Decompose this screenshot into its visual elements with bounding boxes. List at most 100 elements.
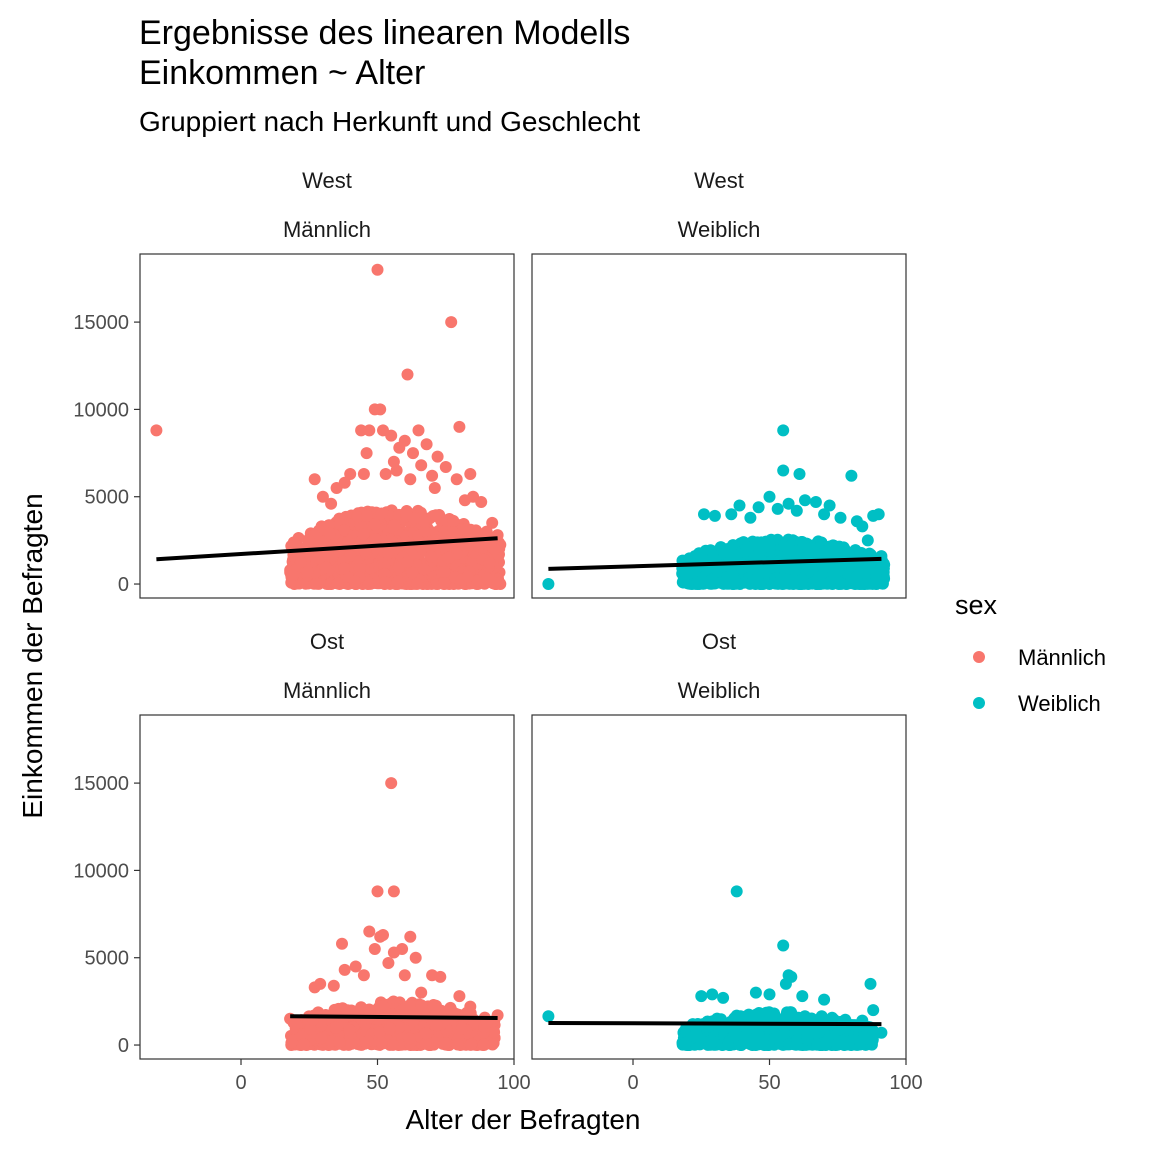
data-point xyxy=(393,441,406,454)
data-point xyxy=(357,528,370,541)
data-point xyxy=(450,473,463,486)
data-point xyxy=(488,1026,501,1039)
data-point xyxy=(744,511,757,524)
data-point xyxy=(426,469,439,482)
data-point xyxy=(420,438,433,451)
data-point xyxy=(419,525,431,538)
panel-border xyxy=(139,714,515,1060)
data-point xyxy=(445,316,458,329)
data-point xyxy=(406,566,419,579)
legend-title: sex xyxy=(955,590,998,620)
data-point xyxy=(800,1025,813,1037)
data-point xyxy=(375,507,388,520)
data-point xyxy=(438,565,451,578)
data-point xyxy=(779,977,792,990)
data-point xyxy=(679,1036,692,1049)
data-point xyxy=(398,969,411,982)
data-point xyxy=(301,565,314,578)
data-point xyxy=(415,459,428,472)
data-point xyxy=(415,986,428,999)
strip-label-sex: Weiblich xyxy=(678,217,761,242)
data-point xyxy=(363,424,376,437)
data-point xyxy=(464,1000,477,1013)
y-tick-label: 0 xyxy=(118,1035,129,1057)
data-point xyxy=(749,986,762,999)
data-point xyxy=(722,1037,734,1050)
data-point xyxy=(725,508,738,521)
data-point xyxy=(338,524,351,537)
data-point xyxy=(447,514,460,527)
data-point xyxy=(726,566,739,579)
data-point xyxy=(443,551,455,564)
data-point xyxy=(387,946,400,959)
chart-title-line1: Ergebnisse des linearen Modells xyxy=(139,14,630,52)
data-point xyxy=(730,885,743,898)
data-point xyxy=(314,977,327,990)
data-point xyxy=(289,1018,302,1031)
data-point xyxy=(845,469,858,482)
data-point xyxy=(542,578,555,590)
y-tick-label: 5000 xyxy=(85,948,130,970)
data-point xyxy=(462,570,474,583)
data-point xyxy=(404,930,417,943)
data-point xyxy=(391,575,404,588)
data-point xyxy=(424,550,437,563)
data-point xyxy=(726,578,739,590)
data-point xyxy=(872,508,885,521)
data-point xyxy=(385,777,398,790)
data-point xyxy=(338,963,351,976)
data-point xyxy=(344,468,357,480)
data-point xyxy=(401,368,414,381)
data-point xyxy=(336,937,348,950)
data-point xyxy=(371,263,384,276)
data-point xyxy=(382,547,395,560)
data-point xyxy=(833,540,846,553)
data-point xyxy=(418,563,430,576)
data-point xyxy=(867,1004,880,1017)
data-point xyxy=(369,533,382,545)
data-point xyxy=(363,1003,376,1016)
data-point xyxy=(796,573,809,586)
data-point xyxy=(368,518,381,531)
data-point xyxy=(325,497,338,510)
data-point xyxy=(773,1030,786,1043)
data-point xyxy=(850,571,863,583)
data-point xyxy=(791,1034,803,1047)
data-point xyxy=(789,564,802,577)
x-tick-label: 50 xyxy=(758,1072,780,1094)
data-point xyxy=(793,468,806,480)
data-points xyxy=(150,263,507,590)
data-point xyxy=(483,557,496,570)
data-point xyxy=(392,561,405,574)
data-point xyxy=(429,509,442,522)
data-point xyxy=(875,1026,888,1039)
data-point xyxy=(826,1011,839,1024)
data-point xyxy=(374,403,387,416)
data-point xyxy=(834,511,847,524)
data-point xyxy=(439,1037,452,1050)
data-point xyxy=(357,468,370,480)
data-point xyxy=(338,562,351,575)
y-tick-label: 15000 xyxy=(73,312,129,334)
data-point xyxy=(819,560,832,573)
strip-label-region: Ost xyxy=(310,629,344,654)
data-point xyxy=(338,476,351,489)
data-point xyxy=(878,558,891,571)
y-tick-label: 15000 xyxy=(73,773,129,795)
data-point xyxy=(843,1035,856,1048)
x-tick-label: 100 xyxy=(889,1072,922,1094)
data-point xyxy=(819,1039,832,1051)
data-point xyxy=(297,1038,310,1051)
data-point xyxy=(150,424,163,437)
x-tick-label: 0 xyxy=(627,1072,638,1094)
x-axis-title: Alter der Befragten xyxy=(405,1104,640,1135)
data-point xyxy=(439,461,452,473)
data-point xyxy=(409,951,422,964)
data-point xyxy=(475,496,488,508)
data-point xyxy=(818,508,831,521)
data-point xyxy=(870,567,882,580)
data-point xyxy=(707,549,719,562)
data-point xyxy=(708,509,721,522)
data-point xyxy=(833,577,846,589)
data-point xyxy=(790,504,803,517)
